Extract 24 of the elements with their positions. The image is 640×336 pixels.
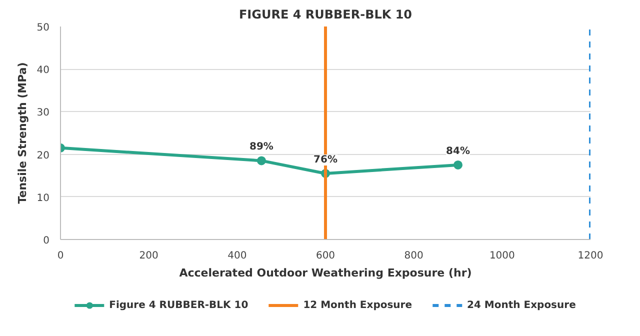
annotation: 89% xyxy=(249,142,274,153)
y-tick-label: 0 xyxy=(43,236,50,246)
y-tick-label: 40 xyxy=(36,65,50,76)
x-tick-label: 600 xyxy=(316,250,336,262)
x-tick-label: 400 xyxy=(228,250,247,262)
legend-label: Figure 4 RUBBER-BLK 10 xyxy=(109,298,248,312)
x-tick-label: 1200 xyxy=(578,250,604,262)
annotation: 84% xyxy=(446,146,470,157)
chart-title: FIGURE 4 RUBBER-BLK 10 xyxy=(238,8,412,22)
legend-label: 24 Month Exposure xyxy=(467,298,576,312)
y-axis-title: Tensile Strength (MPa) xyxy=(16,62,29,204)
annotation: 76% xyxy=(314,154,338,166)
x-tick-label: 0 xyxy=(57,250,64,262)
legend-label: 12 Month Exposure xyxy=(303,298,412,312)
point xyxy=(454,160,462,170)
y-tick-label: 20 xyxy=(36,150,50,162)
x-tick-label: 200 xyxy=(139,250,158,262)
x-tick-label: 800 xyxy=(404,250,424,262)
y-tick-label: 10 xyxy=(36,192,50,204)
x-axis-title: Accelerated Outdoor Weathering Exposure (hr) xyxy=(179,266,472,280)
y-tick-label: 30 xyxy=(36,108,50,119)
point xyxy=(256,156,266,166)
y-tick-label: 50 xyxy=(36,22,50,34)
x-tick-label: 1000 xyxy=(489,250,515,262)
